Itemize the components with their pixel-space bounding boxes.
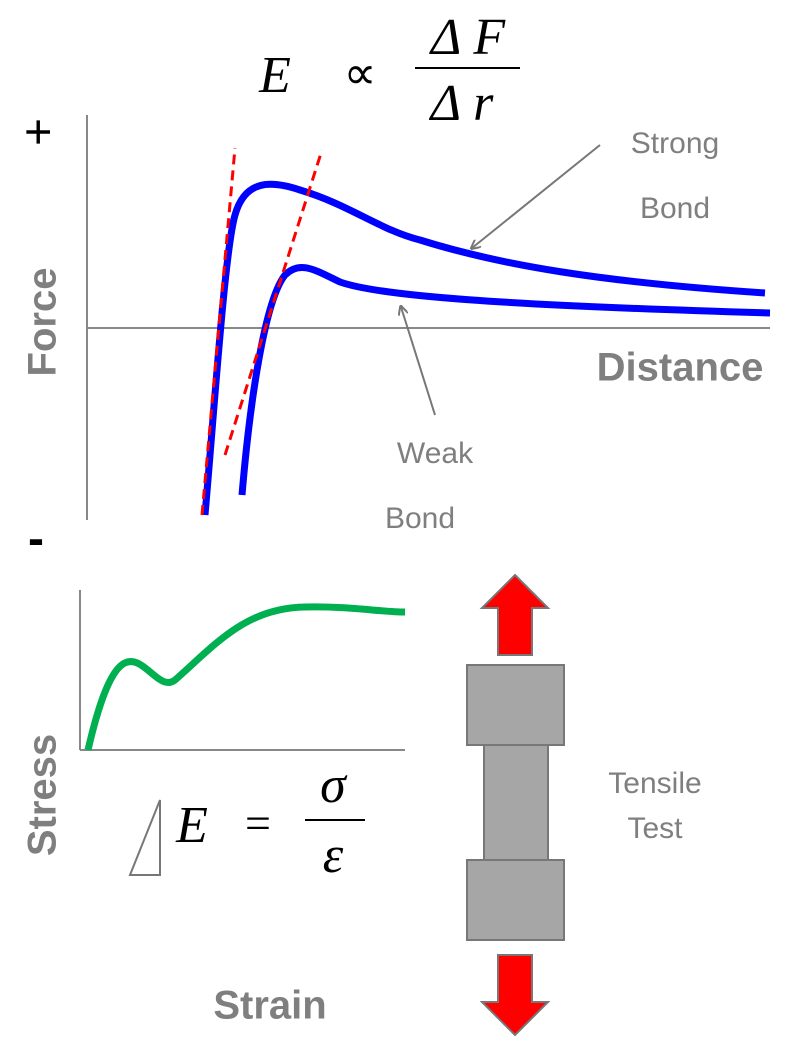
formula-lhs: E [175,797,208,854]
weak-label: Bond [385,502,455,535]
test-label: Test [627,812,683,845]
y-plus: + [13,118,66,146]
diagram: E ∝ Δ F Δ r + - Force Distance Strong Bo… [0,0,798,1056]
formula-denominator: Δ r [429,75,495,132]
slope-triangle [130,800,160,875]
y-axis-label: Stress [21,734,65,856]
tangent-line [225,150,322,455]
stress-strain-curve [88,607,405,750]
tangent-line [202,148,235,515]
formula-relation: = [245,798,271,849]
strong-label: Bond [640,192,710,225]
pull-arrow-up [482,575,548,655]
y-axis-label: Force [21,268,65,377]
x-axis-label: Distance [597,346,764,390]
formula-numerator: σ [320,757,348,814]
formula-relation: ∝ [344,48,377,99]
formula-denominator: ε [323,827,344,884]
pointer-arrow [472,145,600,248]
formula-numerator: Δ F [429,9,507,66]
x-axis-label: Strain [213,984,326,1028]
y-minus: - [28,513,44,566]
formula-lhs: E [258,47,291,104]
pointer-arrow [401,307,435,415]
specimen-gauge [484,745,548,860]
weak-label: Weak [397,437,474,470]
pull-arrow-down [482,955,548,1035]
test-label: Tensile [608,767,701,800]
specimen-grip [467,860,564,940]
strong-label: Strong [631,127,719,160]
specimen-grip [467,665,564,745]
